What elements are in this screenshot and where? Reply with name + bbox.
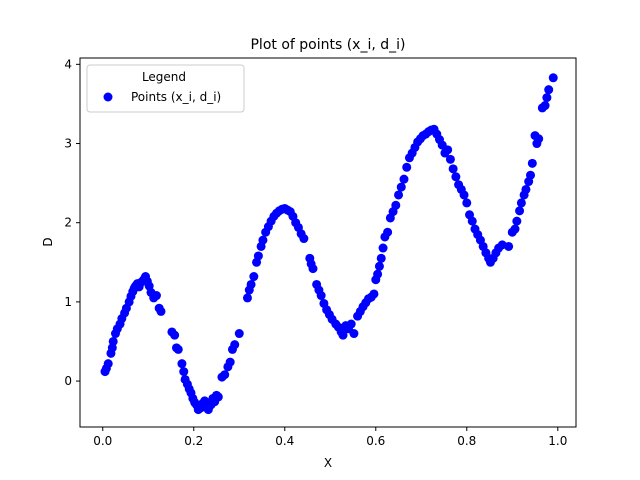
data-point <box>246 279 256 289</box>
data-point <box>451 172 461 182</box>
x-tick-label: 0.6 <box>366 434 385 448</box>
data-point <box>459 190 469 200</box>
data-point <box>258 235 268 245</box>
data-point <box>346 319 356 329</box>
data-point <box>510 224 520 234</box>
data-point <box>103 359 113 369</box>
data-point <box>399 174 409 184</box>
data-point <box>515 206 525 216</box>
data-point <box>108 336 118 346</box>
y-tick-label: 4 <box>64 57 72 71</box>
data-point <box>396 182 406 192</box>
data-point <box>173 344 183 354</box>
x-tick-label: 1.0 <box>548 434 567 448</box>
plot-frame <box>79 57 577 428</box>
data-point <box>349 329 359 339</box>
y-tick-label: 1 <box>64 295 72 309</box>
y-axis-label: D <box>41 237 55 246</box>
data-point <box>512 216 522 226</box>
legend-box <box>86 64 245 113</box>
data-point <box>170 330 180 340</box>
x-axis-label: X <box>324 456 332 470</box>
legend-title: Legend <box>142 70 186 84</box>
data-point <box>177 359 187 369</box>
data-point <box>394 190 404 200</box>
y-tick-label: 0 <box>64 374 72 388</box>
data-point <box>540 101 550 111</box>
data-point <box>467 216 477 226</box>
data-point <box>448 164 458 174</box>
data-point <box>534 134 544 144</box>
data-point <box>299 234 309 244</box>
data-point <box>308 264 318 274</box>
data-point <box>383 227 393 237</box>
data-point <box>544 85 554 95</box>
data-point <box>213 392 223 402</box>
x-tick-label: 0.8 <box>457 434 476 448</box>
data-point <box>179 367 189 377</box>
legend-marker-icon <box>103 92 113 102</box>
data-point <box>253 251 263 261</box>
chart-title: Plot of points (x_i, d_i) <box>250 37 405 53</box>
data-point <box>443 145 453 155</box>
data-point <box>151 291 161 301</box>
data-point <box>225 357 235 367</box>
data-point <box>462 198 472 208</box>
data-point <box>527 158 537 168</box>
data-point <box>504 241 514 251</box>
data-point <box>542 93 552 103</box>
y-tick-label: 3 <box>64 137 72 151</box>
data-point <box>156 306 166 316</box>
data-point <box>548 73 558 83</box>
legend: Legend Points (x_i, d_i) <box>86 64 245 113</box>
data-point <box>378 243 388 253</box>
x-tick-label: 0.0 <box>93 434 112 448</box>
data-point <box>373 269 383 279</box>
y-tick-label: 2 <box>64 216 72 230</box>
legend-series-label: Points (x_i, d_i) <box>131 90 221 104</box>
data-point <box>374 261 384 271</box>
data-point <box>526 170 535 180</box>
data-point <box>220 370 230 380</box>
data-point <box>445 154 455 164</box>
data-point <box>391 200 401 210</box>
data-point <box>230 340 240 350</box>
x-axis-ticks: 0.0 0.2 0.4 0.6 0.8 1.0 <box>93 427 567 448</box>
data-point <box>316 291 326 301</box>
data-point <box>521 184 531 194</box>
data-point <box>338 330 348 340</box>
data-point <box>516 198 526 208</box>
y-axis-ticks: 0 1 2 3 4 <box>64 57 80 388</box>
data-point <box>369 289 379 299</box>
x-tick-label: 0.2 <box>184 434 203 448</box>
data-point <box>234 329 244 339</box>
data-point <box>242 293 252 303</box>
x-tick-label: 0.4 <box>275 434 294 448</box>
data-point <box>376 253 386 263</box>
points-layer <box>100 73 558 415</box>
data-point <box>249 272 259 282</box>
data-point <box>402 162 412 172</box>
